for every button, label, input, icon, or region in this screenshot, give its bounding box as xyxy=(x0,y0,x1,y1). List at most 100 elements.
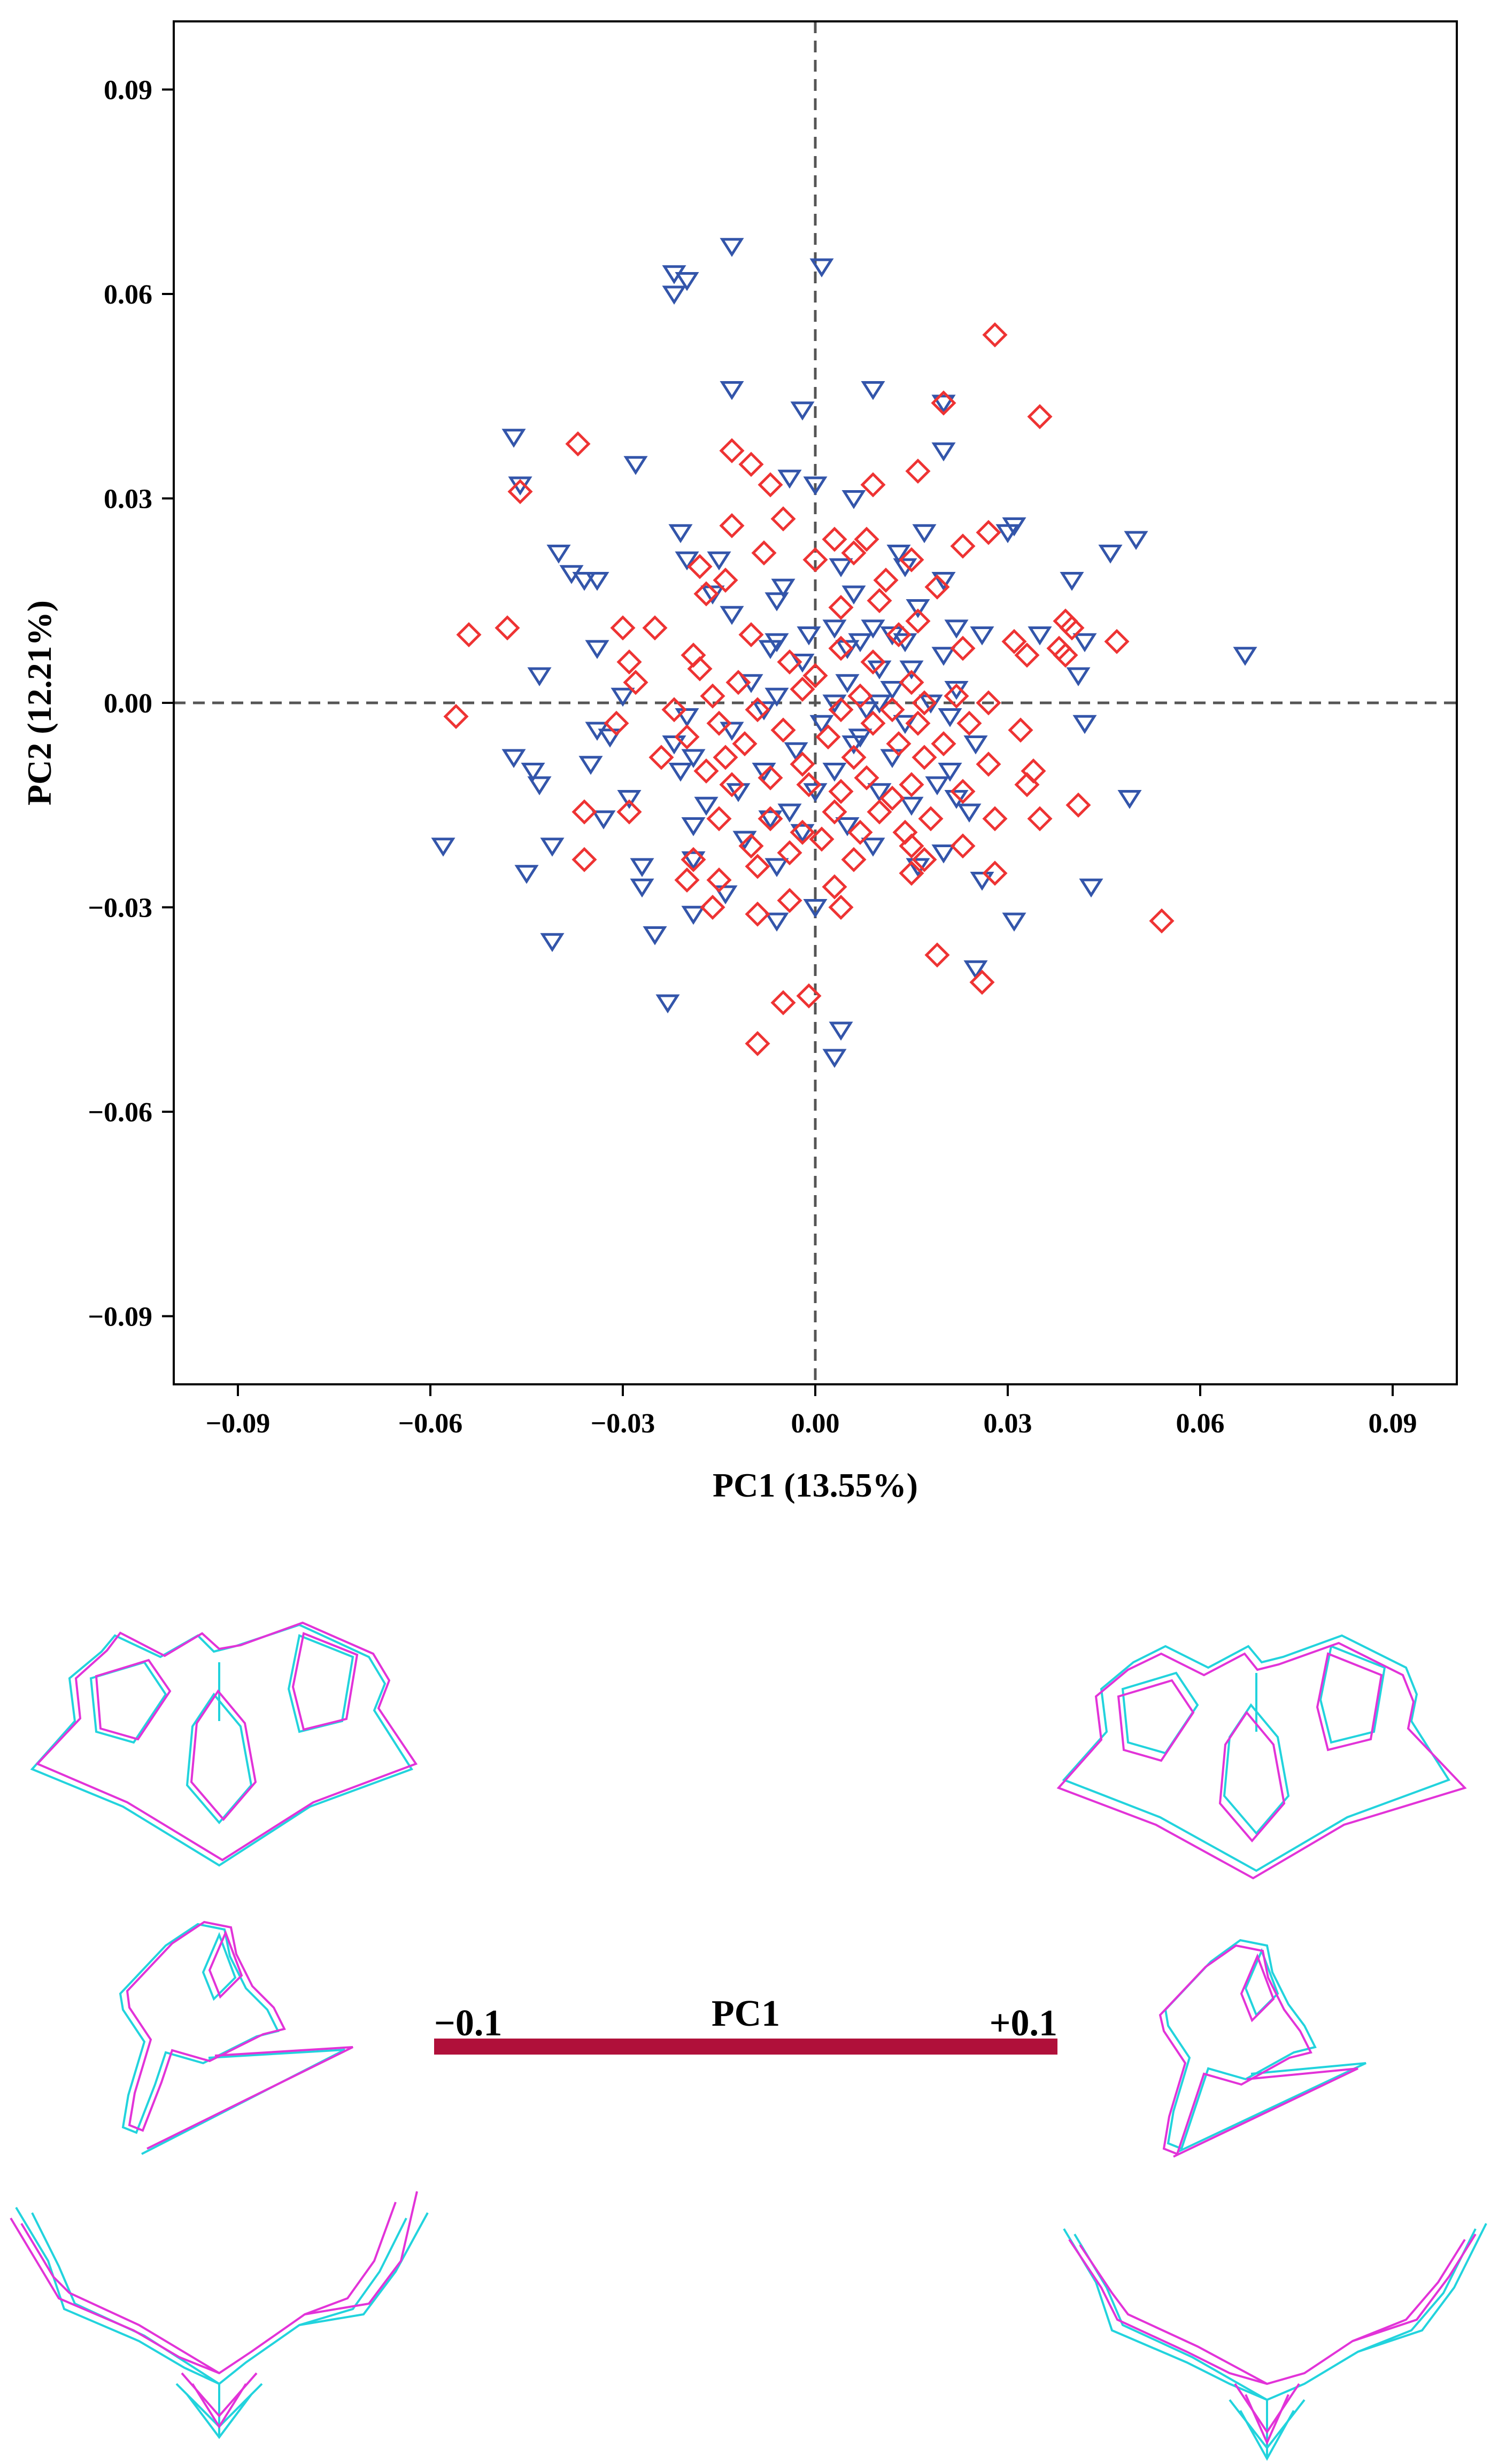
data-point-triangle xyxy=(764,687,789,707)
data-point-diamond xyxy=(899,861,924,886)
data-point-diamond xyxy=(661,697,687,723)
data-point-triangle xyxy=(957,803,982,823)
shape-deformation-panel: PC1 −0.1 +0.1 xyxy=(10,1621,1487,2461)
data-point-diamond xyxy=(1027,806,1053,832)
data-point-triangle xyxy=(623,456,648,475)
data-point-diamond xyxy=(674,867,700,893)
data-point-triangle xyxy=(790,654,815,673)
shape-lateral-positive xyxy=(1159,1939,1366,2158)
data-point-diamond xyxy=(1149,908,1175,934)
data-point-diamond xyxy=(770,717,796,743)
data-point-triangle xyxy=(501,429,526,448)
data-point-diamond xyxy=(873,567,899,593)
data-point-diamond xyxy=(802,547,828,572)
data-point-diamond xyxy=(706,806,732,832)
data-point-triangle xyxy=(720,606,744,625)
y-tick-label: 0.00 xyxy=(104,688,152,719)
pc1-bar-label: PC1 xyxy=(712,1993,780,2034)
data-point-diamond xyxy=(982,861,1008,886)
data-point-triangle xyxy=(861,838,885,857)
data-point-triangle xyxy=(630,878,654,898)
data-point-diamond xyxy=(693,581,719,607)
x-tick-label: 0.00 xyxy=(791,1408,840,1439)
y-tick-label: 0.06 xyxy=(104,280,152,310)
data-point-diamond xyxy=(976,751,1001,777)
data-point-diamond xyxy=(1027,404,1053,430)
y-tick-label: −0.03 xyxy=(88,893,152,924)
data-point-diamond xyxy=(815,724,841,750)
x-tick-label: 0.06 xyxy=(1176,1408,1225,1439)
data-point-diamond xyxy=(847,683,873,709)
data-point-triangle xyxy=(771,578,796,598)
data-point-diamond xyxy=(687,554,713,579)
data-point-triangle xyxy=(803,476,828,495)
data-point-triangle xyxy=(931,572,956,591)
data-point-triangle xyxy=(662,735,686,755)
data-point-triangle xyxy=(809,715,834,734)
data-point-diamond xyxy=(822,526,847,552)
data-point-triangle xyxy=(803,899,828,918)
data-point-diamond xyxy=(822,874,847,900)
data-point-triangle xyxy=(662,285,686,305)
data-point-triangle xyxy=(431,838,455,857)
data-point-diamond xyxy=(745,697,770,723)
shape-dorsal-negative xyxy=(30,1621,418,1867)
data-point-triangle xyxy=(829,558,853,577)
data-point-diamond xyxy=(674,724,700,750)
data-point-triangle xyxy=(925,776,949,795)
data-point-triangle xyxy=(681,851,706,871)
data-point-diamond xyxy=(969,970,995,995)
data-point-diamond xyxy=(648,745,674,770)
y-axis-ticks: 0.09 0.06 0.03 0.00 −0.03 −0.06 −0.09 xyxy=(88,75,174,1332)
data-point-triangle xyxy=(681,905,706,925)
data-point-triangle xyxy=(931,394,956,414)
data-point-triangle xyxy=(720,381,744,400)
data-point-diamond xyxy=(758,472,783,498)
data-point-diamond xyxy=(899,772,924,797)
data-point-diamond xyxy=(758,806,783,832)
data-point-triangle xyxy=(630,858,654,877)
data-point-diamond xyxy=(1059,615,1085,641)
data-point-diamond xyxy=(982,806,1008,832)
data-point-diamond xyxy=(860,649,886,675)
data-point-diamond xyxy=(1104,629,1130,654)
data-point-triangle xyxy=(1117,790,1142,809)
data-point-diamond xyxy=(616,649,642,675)
data-point-diamond xyxy=(899,670,924,695)
x-tick-label: −0.06 xyxy=(398,1408,463,1439)
data-point-triangle xyxy=(617,790,642,809)
data-point-diamond xyxy=(770,506,796,532)
data-point-triangle xyxy=(861,381,885,400)
data-point-diamond xyxy=(777,649,802,675)
data-point-triangle xyxy=(598,729,622,748)
data-point-diamond xyxy=(828,697,854,723)
data-point-triangle xyxy=(861,619,885,639)
data-point-diamond xyxy=(642,615,668,641)
data-point-diamond xyxy=(841,847,867,872)
data-point-diamond xyxy=(571,847,597,872)
data-point-diamond xyxy=(565,431,591,457)
data-point-diamond xyxy=(604,710,629,736)
data-point-diamond xyxy=(571,799,597,825)
data-point-triangle xyxy=(713,885,738,904)
data-point-triangle xyxy=(668,763,693,782)
data-point-diamond xyxy=(770,990,796,1016)
data-point-diamond xyxy=(745,1030,770,1057)
data-point-diamond xyxy=(950,833,976,859)
x-tick-label: −0.09 xyxy=(206,1408,271,1439)
data-point-diamond xyxy=(899,833,924,859)
y-tick-label: −0.06 xyxy=(88,1097,152,1128)
data-point-diamond xyxy=(860,710,886,736)
data-point-triangle xyxy=(784,742,808,762)
data-point-diamond xyxy=(976,690,1001,716)
data-point-diamond xyxy=(867,799,892,825)
y-axis-title: PC2 (12.21%) xyxy=(20,600,58,805)
data-point-diamond xyxy=(623,670,648,695)
data-point-triangle xyxy=(720,238,744,257)
data-point-diamond xyxy=(738,622,764,648)
data-point-diamond xyxy=(745,901,770,927)
pc1-negative-label: −0.1 xyxy=(434,2003,502,2044)
data-point-diamond xyxy=(1014,642,1040,668)
data-point-diamond xyxy=(931,731,956,757)
data-point-triangle xyxy=(764,858,789,877)
